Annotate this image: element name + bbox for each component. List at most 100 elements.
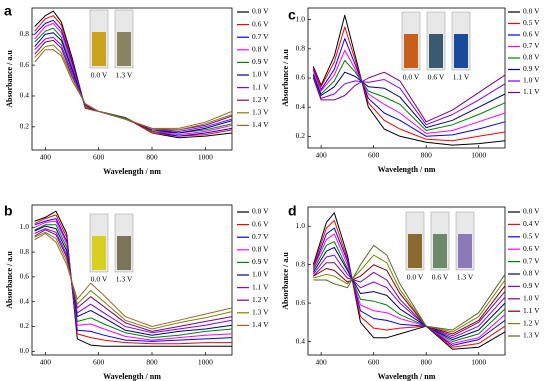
legend-label: 0.0 V	[252, 7, 269, 16]
legend-label: 1.2 V	[252, 295, 269, 304]
y-tick-label: 0.6	[296, 298, 306, 307]
legend-label: 0.8 V	[523, 269, 540, 278]
legend-label: 0.9 V	[523, 281, 540, 290]
plot-frame	[31, 7, 233, 151]
y-tick-label: 0.8	[296, 259, 306, 268]
spectrum-line	[312, 76, 506, 126]
spectrum-line	[34, 228, 233, 334]
y-axis-label: Absorbance / a.u	[281, 252, 290, 310]
inset-label: 1.3 V	[116, 275, 133, 284]
y-tick-label: 0.0	[20, 346, 30, 355]
spectrum-line	[312, 71, 506, 129]
legend-label: 0.6 V	[252, 19, 269, 28]
y-tick-label: 0.8	[296, 44, 306, 53]
y-tick-label: 1.0	[296, 221, 306, 230]
cuvette-liquid	[92, 32, 106, 66]
panel-label: b	[4, 203, 13, 219]
legend-label: 1.1 V	[523, 306, 540, 315]
legend-label: 0.8 V	[252, 245, 269, 254]
spectrum-line	[34, 220, 233, 341]
spectrum-line	[34, 15, 233, 137]
y-tick-label: 0.4	[20, 91, 30, 100]
legend-label: 0.6 V	[523, 30, 540, 39]
legend-label: 1.0 V	[523, 294, 540, 303]
legend-label: 1.0 V	[252, 270, 269, 279]
inset-label: 1.1 V	[453, 73, 470, 82]
cuvette-liquid	[92, 236, 106, 270]
spectrum-line	[312, 246, 506, 341]
legend-label: 1.4 V	[252, 120, 269, 129]
y-tick-label: 0.6	[20, 60, 30, 69]
spectrum-line	[312, 38, 506, 137]
spectrum-line	[313, 254, 506, 333]
panel-label: c	[288, 7, 296, 23]
spectrum-line	[313, 264, 506, 335]
x-axis-label: Wavelength / nm	[103, 372, 161, 381]
cuvette-liquid	[117, 236, 131, 270]
spectrum-line	[34, 49, 233, 129]
legend-label: 0.8 V	[523, 53, 540, 62]
cuvette-liquid	[429, 34, 443, 68]
legend-label: 1.3 V	[252, 308, 269, 317]
spectrum-line	[34, 36, 233, 132]
x-tick-label: 600	[368, 358, 380, 367]
spectrum-line	[312, 71, 506, 123]
legend-label: 1.3 V	[523, 331, 540, 340]
y-tick-label: 1.0	[296, 14, 306, 23]
spectrum-line	[312, 220, 506, 348]
y-tick-label: 0.8	[20, 247, 30, 256]
legend-label: 1.1 V	[252, 282, 269, 291]
spectrum-line	[34, 214, 232, 345]
panel-label: d	[288, 203, 297, 219]
legend-label: 0.0 V	[252, 207, 269, 216]
spectrum-line	[312, 60, 506, 131]
x-tick-label: 1000	[198, 358, 213, 367]
spectrum-line	[312, 262, 506, 337]
spectrum-line	[34, 218, 233, 342]
x-axis-label: Wavelength / nm	[378, 165, 436, 174]
y-tick-label: 0.6	[20, 272, 30, 281]
y-tick-label: 0.4	[296, 102, 306, 111]
legend-label: 1.3 V	[252, 108, 269, 117]
legend-label: 0.7 V	[523, 41, 540, 50]
x-tick-label: 800	[421, 358, 433, 367]
x-tick-label: 800	[146, 153, 158, 162]
legend-label: 1.1 V	[252, 82, 269, 91]
y-tick-label: 0.4	[20, 296, 30, 305]
inset-label: 0.0 V	[407, 273, 424, 282]
y-axis-label: Absorbance / a.u	[281, 49, 290, 107]
spectrum-line	[312, 233, 506, 344]
spectrum-line	[34, 225, 233, 336]
y-tick-label: 0.4	[296, 336, 306, 345]
inset-label: 1.3 V	[116, 71, 133, 80]
x-tick-label: 400	[316, 358, 328, 367]
legend-label: 1.0 V	[252, 70, 269, 79]
legend-label: 0.9 V	[252, 257, 269, 266]
x-tick-label: 600	[93, 153, 105, 162]
spectrum-line	[313, 244, 506, 331]
x-tick-label: 1000	[471, 358, 486, 367]
legend-label: 0.8 V	[252, 45, 269, 54]
spectrum-line	[34, 32, 233, 134]
spectrum-line	[312, 49, 506, 134]
inset-label: 0.0 V	[403, 73, 420, 82]
y-axis-label: Absorbance / a.u	[5, 251, 14, 309]
cuvette-liquid	[404, 34, 418, 68]
spectrum-line	[312, 254, 506, 339]
cuvette-liquid	[408, 234, 422, 268]
spectrum-line	[312, 212, 506, 350]
spectrum-line	[34, 210, 232, 347]
inset-label: 0.6 V	[432, 273, 449, 282]
spectrum-line	[34, 231, 233, 330]
x-tick-label: 800	[146, 358, 158, 367]
x-tick-label: 400	[40, 358, 52, 367]
inset-label: 0.0 V	[91, 71, 108, 80]
y-tick-label: 0.6	[296, 73, 306, 82]
legend-label: 0.7 V	[523, 256, 540, 265]
plot-frame	[307, 206, 506, 356]
legend-label: 0.9 V	[252, 57, 269, 66]
x-tick-label: 1000	[471, 151, 486, 160]
cuvette-liquid	[454, 34, 468, 68]
spectrum-line	[312, 241, 506, 342]
